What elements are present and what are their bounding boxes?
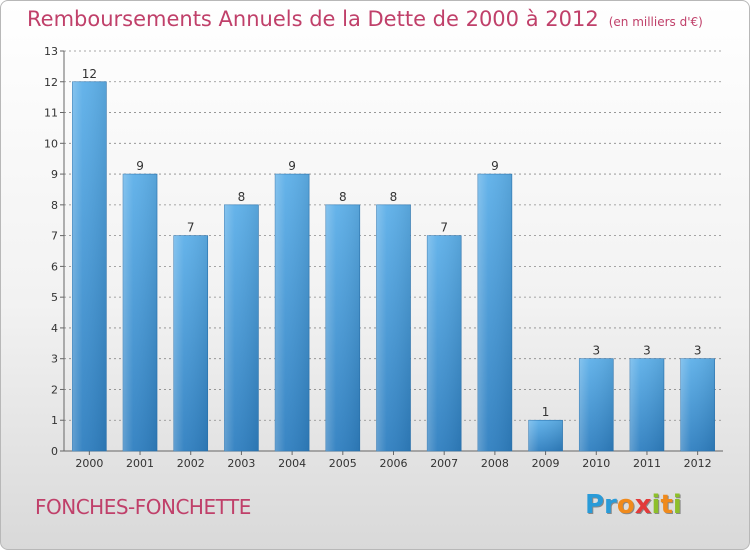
x-tick-label-2009: 2009 <box>532 457 560 470</box>
x-tick-label-2004: 2004 <box>278 457 306 470</box>
bar-shine <box>224 204 259 451</box>
y-tick-label: 9 <box>51 168 58 181</box>
bar-shine <box>427 235 462 451</box>
x-tick-label-2002: 2002 <box>177 457 205 470</box>
location-label: FONCHES-FONCHETTE <box>35 495 251 519</box>
chart-subtitle: (en milliers d'€) <box>608 15 703 29</box>
value-label-2006: 8 <box>390 190 398 204</box>
bar-shine <box>325 204 360 451</box>
value-label-2011: 3 <box>643 344 651 358</box>
y-tick-label: 0 <box>51 445 58 458</box>
x-tick-label-2007: 2007 <box>430 457 458 470</box>
y-tick-label: 7 <box>51 230 58 243</box>
x-tick-label-2006: 2006 <box>380 457 408 470</box>
proxiti-logo: Proxiti <box>585 490 682 520</box>
chart-title: Remboursements Annuels de la Dette de 20… <box>27 7 703 31</box>
value-label-2004: 9 <box>288 159 296 173</box>
bar-shine <box>376 204 411 451</box>
y-tick-label: 11 <box>44 107 58 120</box>
value-label-2001: 9 <box>136 159 144 173</box>
chart-title-text: Remboursements Annuels de la Dette de 20… <box>27 7 599 31</box>
bar-shine <box>477 174 512 452</box>
value-label-2008: 9 <box>491 159 499 173</box>
x-tick-label-2005: 2005 <box>329 457 357 470</box>
y-tick-label: 12 <box>44 76 58 89</box>
value-label-2012: 3 <box>694 344 702 358</box>
bar-shine <box>629 358 664 451</box>
y-tick-label: 13 <box>44 45 58 58</box>
x-tick-label-2003: 2003 <box>227 457 255 470</box>
x-tick-label-2000: 2000 <box>75 457 103 470</box>
x-tick-label-2008: 2008 <box>481 457 509 470</box>
bar-shine <box>680 358 715 451</box>
bars-layer <box>72 81 715 452</box>
y-tick-label: 3 <box>51 353 58 366</box>
value-label-2009: 1 <box>542 405 550 419</box>
y-tick-label: 1 <box>51 414 58 427</box>
y-tick-label: 10 <box>44 137 58 150</box>
y-tick-label: 8 <box>51 199 58 212</box>
y-tick-label: 5 <box>51 291 58 304</box>
y-tick-label: 2 <box>51 383 58 396</box>
x-tick-label-2010: 2010 <box>582 457 610 470</box>
bar-shine <box>72 81 107 452</box>
labels-layer: 12 9 7 8 9 8 8 7 9 1 3 3 3 <box>82 67 702 419</box>
value-label-2002: 7 <box>187 221 195 235</box>
bar-shine <box>123 174 158 452</box>
x-tick-label-2001: 2001 <box>126 457 154 470</box>
bar-shine <box>528 420 563 451</box>
y-tick-label: 6 <box>51 260 58 273</box>
bar-shine <box>275 174 310 452</box>
bar-shine <box>579 358 614 451</box>
value-label-2003: 8 <box>238 190 246 204</box>
value-label-2000: 12 <box>82 67 97 81</box>
x-tick-label-2012: 2012 <box>684 457 712 470</box>
y-tick-label: 4 <box>51 322 58 335</box>
value-label-2005: 8 <box>339 190 347 204</box>
value-label-2007: 7 <box>440 221 448 235</box>
x-tick-label-2011: 2011 <box>633 457 661 470</box>
bar-shine <box>173 235 208 451</box>
value-label-2010: 3 <box>592 344 600 358</box>
